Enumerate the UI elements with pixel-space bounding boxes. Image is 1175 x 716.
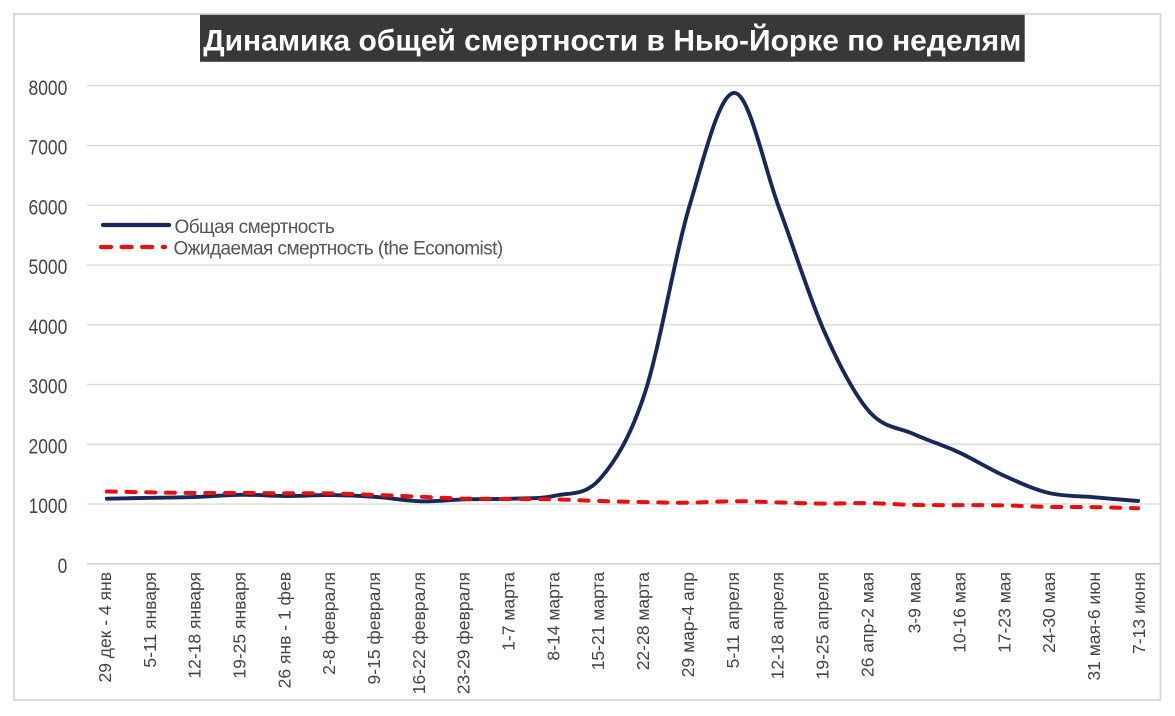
svg-text:8-14 марта: 8-14 марта — [543, 572, 563, 661]
svg-text:1000: 1000 — [29, 495, 68, 518]
svg-text:4000: 4000 — [29, 316, 68, 339]
svg-text:9-15 февраля: 9-15 февраля — [364, 572, 384, 684]
svg-text:5-11 января: 5-11 января — [140, 572, 160, 668]
svg-text:5000: 5000 — [29, 256, 68, 279]
svg-text:2000: 2000 — [29, 436, 68, 459]
svg-text:6000: 6000 — [29, 196, 68, 219]
svg-text:7000: 7000 — [29, 137, 68, 160]
svg-text:Ожидаемая смертность (the Econ: Ожидаемая смертность (the Economist) — [174, 239, 503, 260]
svg-text:3000: 3000 — [29, 376, 68, 399]
svg-text:17-23 мая: 17-23 мая — [994, 572, 1014, 653]
svg-text:26 янв - 1 фев: 26 янв - 1 фев — [274, 572, 294, 688]
svg-text:15-21 марта: 15-21 марта — [588, 572, 608, 671]
svg-text:26 апр-2 мая: 26 апр-2 мая — [857, 572, 877, 677]
svg-text:24-30 мая: 24-30 мая — [1039, 572, 1059, 653]
svg-text:10-16 мая: 10-16 мая — [950, 572, 970, 653]
svg-text:29 мар-4 апр: 29 мар-4 апр — [678, 572, 698, 677]
svg-text:2-8 февраля: 2-8 февраля — [319, 572, 339, 675]
svg-text:7-13 июня: 7-13 июня — [1129, 572, 1149, 654]
svg-text:Общая смертность: Общая смертность — [175, 217, 335, 238]
svg-text:19-25 января: 19-25 января — [230, 572, 250, 679]
svg-text:Динамика общей смертности в Нь: Динамика общей смертности в Нью-Йорке по… — [203, 23, 1021, 57]
svg-text:12-18 января: 12-18 января — [185, 572, 205, 679]
svg-text:1-7 марта: 1-7 марта — [499, 572, 519, 651]
svg-text:12-18 апреля: 12-18 апреля — [768, 572, 788, 679]
svg-text:3-9 мая: 3-9 мая — [905, 572, 925, 633]
svg-text:23-29 февраля: 23-29 февраля — [454, 572, 474, 694]
svg-text:31 мая-6 июн: 31 мая-6 июн — [1084, 572, 1104, 681]
svg-text:8000: 8000 — [29, 77, 68, 100]
svg-text:29 дек - 4 янв: 29 дек - 4 янв — [95, 572, 115, 683]
svg-text:22-28 марта: 22-28 марта — [633, 572, 653, 671]
svg-text:0: 0 — [58, 555, 68, 578]
svg-text:5-11 апреля: 5-11 апреля — [723, 572, 743, 668]
svg-text:16-22 февраля: 16-22 февраля — [409, 572, 429, 694]
svg-text:19-25 апреля: 19-25 апреля — [812, 572, 832, 679]
